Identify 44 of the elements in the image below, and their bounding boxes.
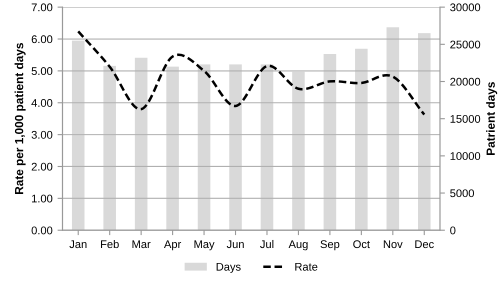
bar [166,66,179,230]
bar [418,33,431,230]
x-tick-label: May [194,240,215,250]
bar [72,40,85,230]
x-tick-label: Dec [415,240,434,248]
bar [324,54,336,230]
legend-label: Days [216,262,241,273]
bar [260,64,274,230]
x-tick-label: Aug [288,240,308,250]
y-tick-label: 6.00 [32,35,52,44]
x-tick-label: Sep [320,240,340,250]
x-tick-label: Mar [132,240,151,248]
x-tick-label: Jan [69,240,86,248]
y2-tick-label: 20000 [450,78,480,86]
bar [386,27,400,230]
y2-axis-title: Patrient days [486,82,498,155]
y2-tick-label: 0 [450,226,456,234]
y2-tick-label: 10000 [450,152,480,160]
y-axis-title: Rate per 1,000 patient days [14,43,26,194]
bar [292,72,305,230]
legend-label: Rate [295,262,318,271]
y2-tick-label: 5000 [450,189,474,198]
y-tick-label: 7.00 [32,3,52,12]
x-tick-label: Feb [101,240,119,248]
y2-tick-label: 25000 [450,40,480,48]
x-tick-label: Oct [353,240,370,248]
y2-tick-label: 30000 [450,3,480,12]
bar [134,58,148,230]
y-tick-label: 5.00 [32,67,52,76]
y-tick-label: 1.00 [32,194,52,202]
y-tick-label: 0.00 [32,226,52,234]
y-tick-label: 4.00 [31,99,52,107]
x-tick-label: Apr [164,240,182,250]
bar [198,64,210,230]
x-tick-label: Nov [384,240,403,248]
x-tick-label: Jun [226,240,244,248]
bar [355,48,368,230]
y-tick-label: 3.00 [32,130,52,139]
line-series [76,30,426,116]
y-tick-label: 2.00 [32,162,52,171]
x-tick-label: Jul [260,240,274,248]
bar [103,66,116,230]
bar [229,64,242,230]
y2-tick-label: 15000 [450,114,480,123]
